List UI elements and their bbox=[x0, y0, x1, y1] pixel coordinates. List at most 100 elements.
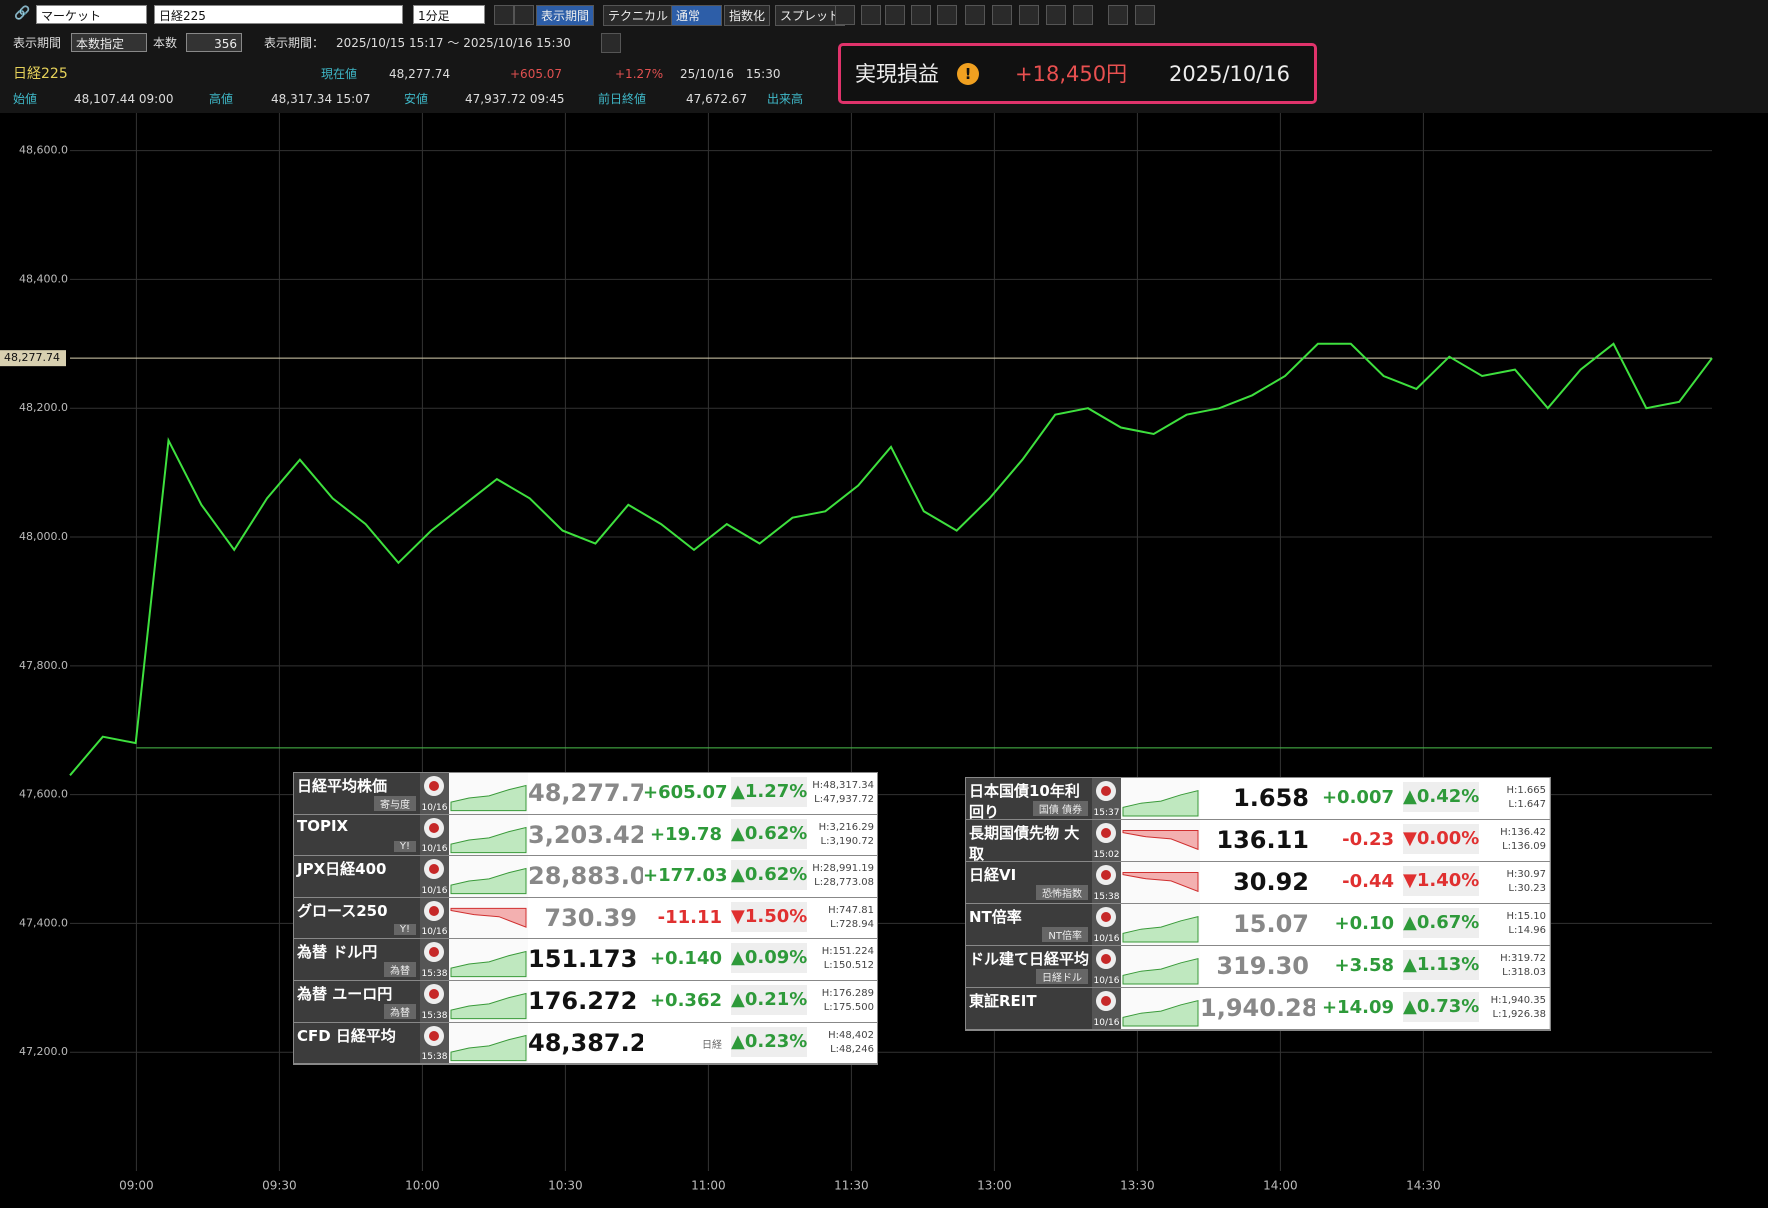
market-row: 為替 ユーロ円為替15:38176.272+0.362▲0.21%H:176.2… bbox=[294, 981, 877, 1023]
sp-cell bbox=[1121, 904, 1200, 945]
pl-label: 実現損益 bbox=[855, 60, 939, 88]
market-row: TOPIXY!10/163,203.42+19.78▲0.62%H:3,216.… bbox=[294, 815, 877, 857]
market-low: L:14.96 bbox=[1482, 924, 1546, 938]
interval-select[interactable]: 1分足 bbox=[413, 5, 485, 24]
y-tick-label: 47,600.0 bbox=[19, 788, 68, 801]
tool-icon[interactable] bbox=[1108, 5, 1128, 25]
sparkline-area bbox=[1123, 791, 1198, 816]
link-icon[interactable]: 🔗 bbox=[14, 4, 30, 24]
icn-cell: 10/16 bbox=[420, 856, 449, 897]
nm-cell: 日経VI恐怖指数 bbox=[966, 862, 1092, 903]
val-cell: 15.07 bbox=[1200, 904, 1315, 945]
icn-cell: 15:38 bbox=[420, 1023, 449, 1064]
sparkline-area bbox=[451, 908, 526, 927]
tool-icon[interactable] bbox=[1073, 5, 1093, 25]
pct-cell: ▲1.27% bbox=[728, 773, 810, 814]
nm-cell: 為替 ドル円為替 bbox=[294, 939, 420, 980]
market-tag: 為替 bbox=[384, 962, 416, 977]
market-pct: ▲1.13% bbox=[1403, 950, 1479, 980]
hl-cell: H:48,317.34L:47,937.72 bbox=[810, 773, 877, 814]
tool-icon[interactable] bbox=[937, 5, 957, 25]
ratio-label: 日経比: bbox=[648, 1040, 722, 1064]
tool-icon[interactable] bbox=[911, 5, 931, 25]
market-row: 日経平均株価寄与度10/1648,277.74+605.07▲1.27%H:48… bbox=[294, 773, 877, 815]
market-name: 東証REIT bbox=[969, 992, 1037, 1010]
flag-icon bbox=[424, 859, 444, 879]
val-cell: 151.173 bbox=[528, 939, 643, 980]
period-button[interactable]: 表示期間 bbox=[536, 5, 594, 26]
tool-icon[interactable] bbox=[1135, 5, 1155, 25]
market-pct: ▲0.42% bbox=[1403, 782, 1479, 812]
chg-cell: -0.23 bbox=[1315, 820, 1400, 861]
tool-icon[interactable] bbox=[835, 5, 855, 25]
reset-button[interactable] bbox=[601, 33, 621, 53]
market-value: 30.92 bbox=[1233, 868, 1309, 896]
val-cell: 1,940.28 bbox=[1200, 988, 1315, 1029]
icn-cell: 10/16 bbox=[420, 773, 449, 814]
market-change: +14.09 bbox=[1322, 997, 1394, 1018]
sparkline-area bbox=[1123, 959, 1198, 984]
market-high: H:48,317.34 bbox=[810, 779, 874, 793]
tool-icon[interactable] bbox=[1046, 5, 1066, 25]
next-button[interactable] bbox=[514, 5, 534, 25]
header: 🔗 マーケット 日経225 1分足 表示期間 テクニカル 通常 指数化 スプレッ… bbox=[0, 0, 1768, 113]
range-text: 2025/10/15 15:17 ～ 2025/10/16 15:30 bbox=[336, 33, 571, 53]
warning-icon[interactable]: ! bbox=[957, 63, 979, 85]
market-tag: 為替 bbox=[384, 1004, 416, 1019]
market-time: 10/16 bbox=[420, 803, 449, 813]
tool-icon[interactable] bbox=[965, 5, 985, 25]
market-row: NT倍率NT倍率10/1615.07+0.10▲0.67%H:15.10L:14… bbox=[966, 904, 1550, 946]
count-label: 本数 bbox=[153, 33, 177, 53]
tool-icon[interactable] bbox=[861, 5, 881, 25]
sparkline bbox=[1121, 778, 1200, 819]
sparkline bbox=[1121, 946, 1200, 987]
tool-icon[interactable] bbox=[1019, 5, 1039, 25]
prev-label: 前日終値 bbox=[598, 89, 646, 109]
nm-cell: 日経平均株価寄与度 bbox=[294, 773, 420, 814]
market-name: 長期国債先物 大取 bbox=[969, 824, 1079, 861]
pct-cell: ▼0.00% bbox=[1400, 820, 1482, 861]
flag-icon bbox=[424, 818, 444, 838]
change: +605.07 bbox=[510, 64, 562, 84]
tool-icon[interactable] bbox=[885, 5, 905, 25]
market-tag: Y! bbox=[394, 841, 416, 852]
sparkline-area bbox=[451, 869, 526, 894]
y-tick-label: 47,200.0 bbox=[19, 1045, 68, 1058]
normal-button[interactable]: 通常 bbox=[671, 5, 722, 26]
indexed-button[interactable]: 指数化 bbox=[724, 5, 770, 26]
count-input[interactable]: 356 bbox=[186, 33, 242, 52]
market-time: 10/16 bbox=[420, 886, 449, 896]
pct-cell: ▲0.23% bbox=[728, 1023, 810, 1064]
market-pct: ▲0.23% bbox=[731, 1027, 807, 1057]
sparkline-area bbox=[1123, 917, 1198, 942]
pct-cell: ▲0.21% bbox=[728, 981, 810, 1022]
market-tag: 日経ドル bbox=[1036, 969, 1088, 984]
market-low: L:136.09 bbox=[1482, 840, 1546, 854]
prev-button[interactable] bbox=[494, 5, 514, 25]
pct-cell: ▼1.50% bbox=[728, 898, 810, 939]
hl-cell: H:30.97L:30.23 bbox=[1482, 862, 1549, 903]
market-name: CFD 日経平均 bbox=[297, 1027, 396, 1045]
hl-cell: H:1.665L:1.647 bbox=[1482, 778, 1549, 819]
market-value: 3,203.42 bbox=[528, 821, 643, 849]
y-tick-label: 47,400.0 bbox=[19, 916, 68, 929]
market-value: 730.39 bbox=[544, 904, 637, 932]
market-row: 為替 ドル円為替15:38151.173+0.140▲0.09%H:151.22… bbox=[294, 939, 877, 981]
sparkline bbox=[449, 898, 528, 939]
y-tick-label: 48,200.0 bbox=[19, 401, 68, 414]
market-value: 136.11 bbox=[1216, 826, 1309, 854]
technical-button[interactable]: テクニカル bbox=[603, 5, 673, 26]
market-name: 為替 ドル円 bbox=[297, 943, 377, 961]
market-pct: ▲0.62% bbox=[731, 860, 807, 890]
pct-cell: ▲0.42% bbox=[1400, 778, 1482, 819]
market-name: 日経VI bbox=[969, 866, 1016, 884]
market-pct: ▼1.40% bbox=[1403, 866, 1479, 896]
pct-cell: ▲0.73% bbox=[1400, 988, 1482, 1029]
market-select[interactable]: マーケット bbox=[36, 5, 147, 24]
sparkline-area bbox=[1123, 873, 1198, 892]
mode-select[interactable]: 本数指定 bbox=[71, 33, 147, 52]
tool-icon[interactable] bbox=[992, 5, 1012, 25]
chg-cell: +0.362 bbox=[643, 981, 728, 1022]
range-label: 表示期間： bbox=[264, 33, 324, 53]
symbol-select[interactable]: 日経225 bbox=[154, 5, 403, 24]
